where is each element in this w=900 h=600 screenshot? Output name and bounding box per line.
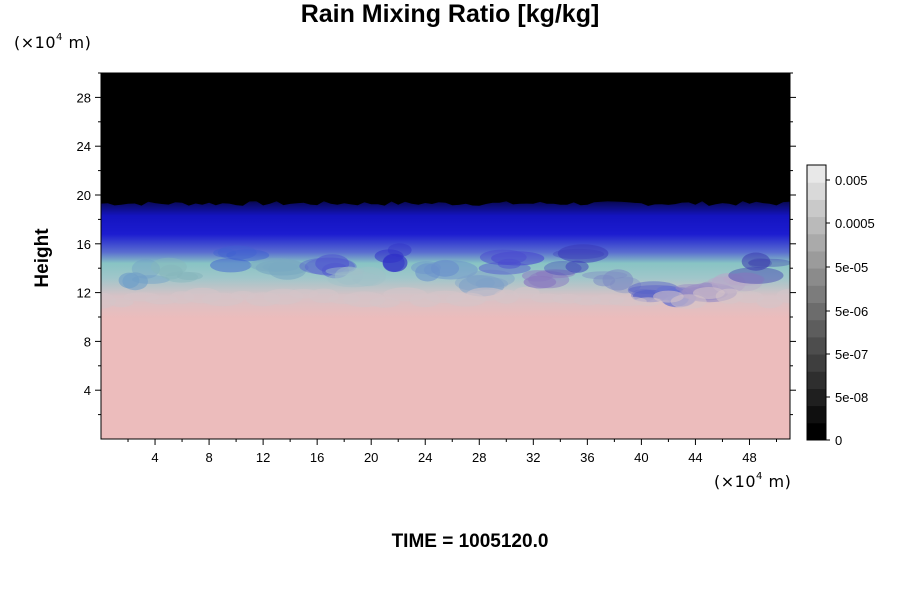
x-tick-label: 12 xyxy=(256,450,270,465)
turbulence-swirl xyxy=(327,271,380,288)
turbulence-swirl xyxy=(334,266,364,285)
x-tick-label: 36 xyxy=(580,450,594,465)
turbulence-swirl xyxy=(262,262,299,272)
turbulence-swirl xyxy=(351,266,386,287)
y-tick-label: 8 xyxy=(84,334,91,349)
turbulence-swirl xyxy=(131,259,160,279)
y-tick-label: 12 xyxy=(77,286,91,301)
turbulence-swirl xyxy=(557,244,609,263)
turbulence-swirl xyxy=(593,274,616,287)
transition-blob xyxy=(493,289,519,304)
colorbar-label: 5e-08 xyxy=(835,390,868,405)
transition-blob xyxy=(776,288,790,304)
transition-blob xyxy=(670,294,707,309)
y-tick-label: 4 xyxy=(84,383,91,398)
y-tick-label: 16 xyxy=(77,237,91,252)
turbulence-swirl xyxy=(158,264,183,280)
turbulence-swirl xyxy=(565,260,589,273)
turbulence-swirl xyxy=(118,272,140,289)
colorbar-segment xyxy=(807,388,826,407)
colorbar-segment xyxy=(807,422,826,441)
colorbar-segment xyxy=(807,354,826,372)
turbulence-swirl xyxy=(321,262,349,279)
x-tick-label: 40 xyxy=(634,450,648,465)
colorbar-label: 5e-06 xyxy=(835,304,868,319)
y-axis-unit: (×104 m) xyxy=(14,31,92,52)
colorbar-label: 0.0005 xyxy=(835,216,875,231)
turbulence-swirl xyxy=(387,243,412,257)
turbulence-swirl xyxy=(478,261,531,275)
turbulence-swirl xyxy=(528,271,570,289)
black-upper-region xyxy=(101,73,790,206)
colorbar-segment xyxy=(807,319,826,338)
turbulence-swirl xyxy=(491,251,545,266)
colorbar-segment xyxy=(807,165,826,183)
transition-blob xyxy=(735,291,764,304)
x-tick-label: 20 xyxy=(364,450,378,465)
colorbar-segment xyxy=(807,182,826,200)
colorbar-segment xyxy=(807,233,826,252)
turbulence-swirl xyxy=(728,267,784,284)
colorbar-segment xyxy=(807,250,826,269)
chart-title: Rain Mixing Ratio [kg/kg] xyxy=(300,0,600,28)
x-tick-label: 28 xyxy=(472,450,486,465)
colorbar-label: 5e-07 xyxy=(835,347,868,362)
turbulence-swirl xyxy=(747,258,790,267)
turbulence-swirl xyxy=(315,254,350,273)
transition-blob xyxy=(634,297,662,307)
turbulence-swirl xyxy=(748,258,772,269)
turbulence-swirl xyxy=(226,249,270,262)
colorbar-segment xyxy=(807,302,826,321)
colorbar-segment xyxy=(807,405,826,424)
y-tick-label: 28 xyxy=(77,90,91,105)
x-tick-label: 44 xyxy=(688,450,702,465)
plot-frame xyxy=(100,72,791,440)
transition-blob xyxy=(715,288,743,304)
colorbar-label: 0 xyxy=(835,433,842,448)
x-tick-label: 8 xyxy=(205,450,212,465)
x-tick-label: 24 xyxy=(418,450,432,465)
y-tick-label: 20 xyxy=(77,188,91,203)
turbulence-swirl xyxy=(210,258,252,273)
turbulence-swirl xyxy=(741,252,771,271)
x-axis-unit: (×104 m) xyxy=(714,470,792,491)
turbulence-swirl xyxy=(131,275,170,284)
turbulence-swirl xyxy=(213,248,237,258)
x-tick-label: 48 xyxy=(742,450,756,465)
colorbar-frame xyxy=(806,164,827,441)
turbulence-swirl xyxy=(454,274,495,291)
colorbar-segment xyxy=(807,371,826,389)
colorbar-segment xyxy=(807,199,826,218)
transition-blob xyxy=(756,295,783,309)
turbulence-swirl xyxy=(708,276,742,286)
turbulence-swirl xyxy=(150,257,187,277)
x-tick-label: 32 xyxy=(526,450,540,465)
x-tick-label: 16 xyxy=(310,450,324,465)
colorbar-label: 5e-05 xyxy=(835,260,868,275)
transition-blob xyxy=(513,286,540,299)
turbulence-swirl xyxy=(299,257,355,275)
transition-blob xyxy=(109,297,134,308)
turbulence-swirl xyxy=(382,253,408,272)
colorbar-segment xyxy=(807,336,826,355)
turbulence-swirl xyxy=(217,245,257,260)
y-tick-label: 24 xyxy=(77,139,91,154)
colorbar-segment xyxy=(807,216,826,235)
turbulence-swirl xyxy=(325,267,365,276)
colorbar-segment xyxy=(807,268,826,286)
turbulence-swirl xyxy=(415,263,440,282)
x-tick-label: 4 xyxy=(151,450,158,465)
turbulence-swirl xyxy=(176,272,203,280)
colorbar-segment xyxy=(807,285,826,303)
time-label: TIME = 1005120.0 xyxy=(391,531,549,552)
turbulence-swirl xyxy=(304,257,357,276)
colorbar-label: 0.005 xyxy=(835,173,868,188)
